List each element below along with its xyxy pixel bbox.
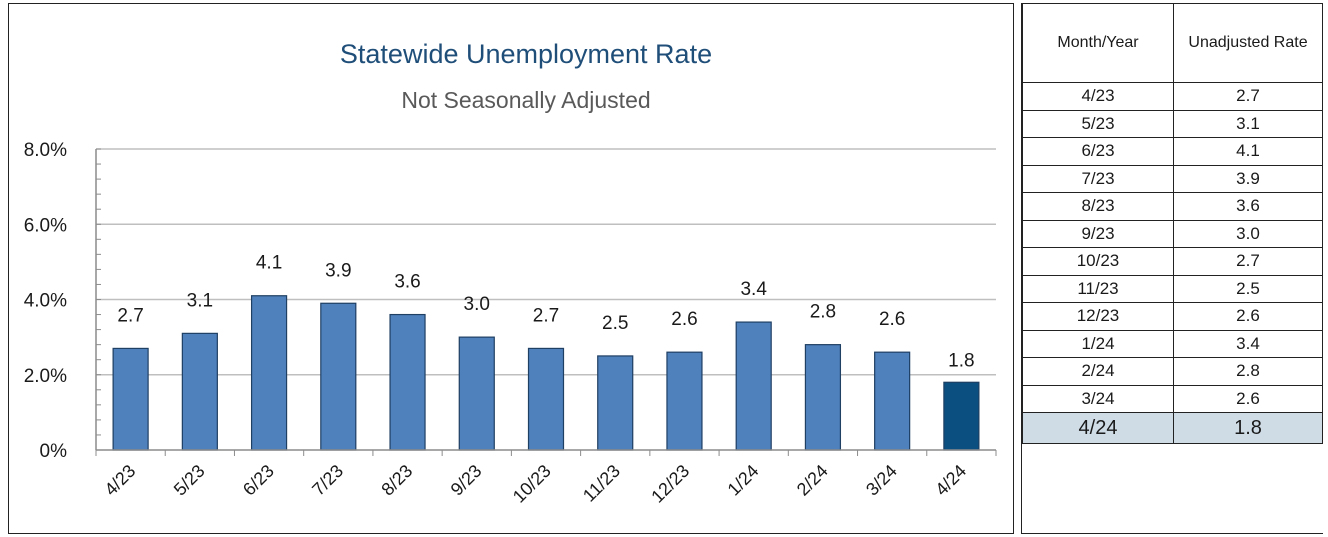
rate-table: Month/Year Unadjusted Rate 4/23 2.7 5/23 3… [1022,3,1323,444]
y-tick-label: 2.0% [24,366,67,387]
unemployment-bar-chart: Statewide Unemployment Rate Not Seasonal… [24,39,997,507]
rate-cell: 4.1 [1173,137,1323,166]
month-cell: 11/23 [1022,274,1174,303]
month-cell: 2/24 [1022,357,1174,386]
rate-cell: 3.6 [1173,192,1323,221]
bar [804,344,842,451]
data-label-layer: 2.7 3.1 4.1 3.9 3.6 3.0 2.7 2.5 2.6 3.4 2.8 2.6 1.8 [117,253,974,372]
x-tick-label: 7/23 [308,461,347,500]
data-label: 2.7 [533,305,559,326]
rate-cell: 2.6 [1173,302,1323,331]
bar [666,351,703,451]
rate-cell: 2.7 [1173,247,1323,276]
x-tick-label: 1/24 [724,461,763,500]
data-label: 2.7 [117,305,143,326]
month-cell: 5/23 [1022,109,1174,138]
table-row: 8/23 3.6 [1022,192,1323,221]
data-label: 3.4 [740,279,767,300]
x-tick-label: 3/24 [862,461,901,500]
rate-table-body: 4/23 2.7 5/23 3.1 6/23 4.1 7/23 3.9 8/23 3.6 … [1022,82,1323,444]
rate-cell: 3.4 [1173,329,1323,358]
rate-cell: 3.9 [1173,164,1323,193]
bar [250,295,288,451]
bar [320,302,357,451]
data-label: 3.6 [394,272,420,293]
table-row: 9/23 3.0 [1022,219,1323,248]
rate-cell: 3.1 [1173,109,1323,138]
data-label: 2.6 [879,309,905,330]
table-row: 4/23 2.7 [1022,82,1323,111]
x-tick-label: 11/23 [579,461,624,506]
month-cell: 9/23 [1022,219,1174,248]
data-label: 1.8 [948,350,974,371]
table-row: 1/24 3.4 [1022,329,1323,358]
table-row: 3/24 2.6 [1022,384,1323,413]
data-label: 3.0 [464,294,490,315]
rate-cell: 2.6 [1173,384,1323,413]
data-label: 4.1 [256,253,282,274]
y-tick-label: 6.0% [24,215,67,236]
x-tick-label: 8/23 [377,461,416,500]
y-tick-label: 4.0% [24,291,67,312]
table-row: 7/23 3.9 [1022,164,1323,193]
bar [943,381,980,451]
table-row: 5/23 3.1 [1022,109,1323,138]
bar [874,351,911,451]
x-tick-label: 2/24 [793,461,832,500]
bar [527,347,565,451]
header-unadjusted-rate: Unadjusted Rate [1173,3,1323,83]
table-row-highlight: 4/24 1.8 [1022,412,1323,444]
rate-cell: 2.8 [1173,357,1323,386]
bar [458,336,495,451]
bar [181,332,218,451]
month-cell: 4/23 [1022,82,1174,111]
x-tick-label: 10/23 [509,461,555,507]
data-label: 2.6 [671,309,697,330]
month-cell: 3/24 [1022,384,1174,413]
x-tick-label: 9/23 [447,461,486,500]
data-label: 2.8 [810,302,836,323]
month-cell: 12/23 [1022,302,1174,331]
x-tick-label: 12/23 [647,461,693,507]
table-row: 2/24 2.8 [1022,357,1323,386]
table-row: 12/23 2.6 [1022,302,1323,331]
table-row: 11/23 2.5 [1022,274,1323,303]
x-tick-label: 4/24 [931,461,970,500]
x-tick-label: 5/23 [170,461,209,500]
rate-cell: 2.5 [1173,274,1323,303]
x-tick-label: 6/23 [239,461,278,500]
rate-cell: 2.7 [1173,82,1323,111]
month-cell: 7/23 [1022,164,1174,193]
data-label: 3.1 [187,290,213,311]
bar [389,313,426,451]
grid-layer [96,148,996,376]
rate-cell: 1.8 [1173,412,1323,444]
y-tick-label: 0% [40,441,68,462]
axis-layer: 0% 2.0% 4.0% 6.0% 8.0% 4/23 5/23 6/23 7/23 8/23 9/… [24,140,997,507]
header-month-year: Month/Year [1022,3,1174,83]
bar [735,321,772,451]
data-label: 2.5 [602,313,628,334]
chart-subtitle: Not Seasonally Adjusted [401,87,650,113]
y-tick-label: 8.0% [24,140,67,161]
rate-cell: 3.0 [1173,219,1323,248]
x-tick-label: 4/23 [101,461,140,500]
month-cell: 4/24 [1022,412,1174,444]
month-cell: 8/23 [1022,192,1174,221]
month-cell: 10/23 [1022,247,1174,276]
rate-table-panel: Month/Year Unadjusted Rate 4/23 2.7 5/23 3… [1021,3,1323,534]
month-cell: 1/24 [1022,329,1174,358]
data-label: 3.9 [325,260,351,281]
bar [112,347,149,451]
chart-title: Statewide Unemployment Rate [340,39,712,69]
bar [597,355,634,451]
table-row: 6/23 4.1 [1022,137,1323,166]
month-cell: 6/23 [1022,137,1174,166]
chart-panel: Statewide Unemployment Rate Not Seasonal… [8,3,1014,534]
table-row: 10/23 2.7 [1022,247,1323,276]
